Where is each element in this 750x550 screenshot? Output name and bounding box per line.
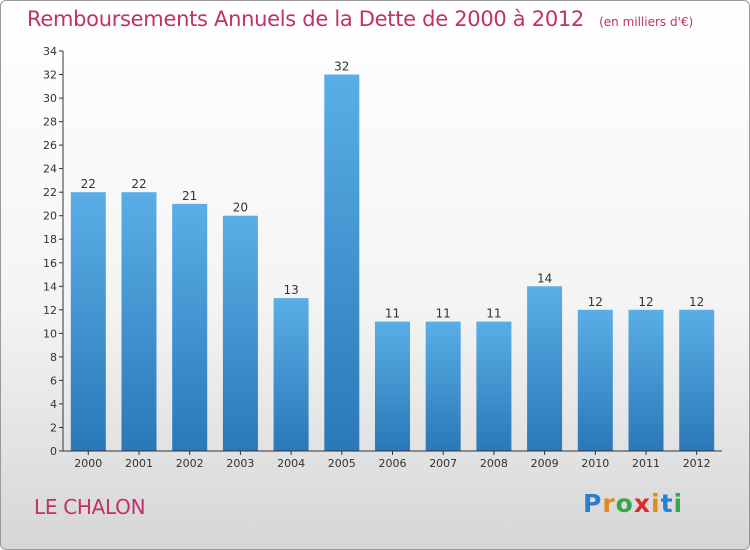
brand-letter: i	[651, 489, 661, 518]
y-tick-label-22: 22	[43, 186, 57, 199]
brand-letter: r	[602, 489, 616, 518]
bar-2010	[577, 309, 613, 451]
data-label-2000: 22	[81, 177, 96, 191]
y-tick-label-28: 28	[43, 116, 57, 129]
data-label-2009: 14	[537, 271, 552, 285]
bar-2003	[222, 215, 258, 451]
y-tick-label-26: 26	[43, 139, 57, 152]
x-tick-label-2004: 2004	[277, 457, 305, 470]
y-tick-label-4: 4	[50, 398, 57, 411]
data-label-2008: 11	[486, 307, 501, 321]
bar-2006	[375, 321, 410, 451]
y-tick-label-2: 2	[50, 422, 57, 435]
brand-letter: i	[673, 489, 684, 518]
brand-letter: P	[583, 489, 603, 518]
bar-2007	[425, 321, 461, 451]
data-label-2004: 13	[283, 283, 298, 297]
x-tick-label-2001: 2001	[125, 457, 153, 470]
chart-title-text: Remboursements Annuels de la Dette de 20…	[27, 7, 584, 31]
data-label-2003: 20	[233, 201, 248, 215]
city-name: LE CHALON	[34, 495, 146, 519]
data-label-2011: 12	[638, 295, 653, 309]
y-tick-label-18: 18	[43, 233, 57, 246]
y-tick-label-10: 10	[43, 327, 57, 340]
x-tick-label-2003: 2003	[226, 457, 254, 470]
data-label-2012: 12	[689, 295, 704, 309]
brand-letter: t	[660, 489, 674, 518]
y-tick-label-30: 30	[43, 92, 57, 105]
data-label-2001: 22	[131, 177, 146, 191]
axes-group: 2000 2001 2002 2003 2004 2005 2006 2007 2008 2009…	[43, 45, 722, 470]
x-tick-label-2005: 2005	[328, 457, 356, 470]
brand-letter: o	[615, 489, 634, 518]
y-tick-label-6: 6	[50, 374, 57, 387]
x-tick-label-2011: 2011	[632, 457, 660, 470]
data-label-2007: 11	[436, 307, 451, 321]
y-tick-label-14: 14	[43, 280, 57, 293]
y-tick-label-16: 16	[43, 257, 57, 270]
bar-2001	[121, 192, 157, 451]
data-label-2006: 11	[385, 307, 400, 321]
y-tick-label-12: 12	[43, 304, 57, 317]
bar-2008	[476, 321, 512, 451]
bar-2011	[628, 309, 664, 451]
data-label-2002: 21	[182, 189, 197, 203]
y-tick-label-0: 0	[50, 445, 57, 458]
y-tick-label-32: 32	[43, 69, 57, 82]
bars-group: 22 22 21 20 13 32 11 11 11 14 12 12 12	[70, 60, 715, 451]
bar-2012	[679, 309, 715, 451]
x-tick-label-2009: 2009	[531, 457, 559, 470]
brand-logo: Proxiti	[583, 489, 683, 518]
bar-2004	[273, 298, 309, 451]
data-label-2010: 12	[588, 295, 603, 309]
bar-2000	[70, 192, 106, 451]
x-tick-label-2012: 2012	[683, 457, 711, 470]
x-tick-label-2010: 2010	[581, 457, 609, 470]
y-tick-label-20: 20	[43, 210, 57, 223]
y-tick-label-24: 24	[43, 163, 57, 176]
brand-letter: x	[633, 489, 651, 518]
x-tick-label-2006: 2006	[379, 457, 407, 470]
bar-2005	[324, 74, 360, 451]
x-tick-label-2007: 2007	[429, 457, 457, 470]
x-tick-label-2002: 2002	[176, 457, 204, 470]
bar-2002	[172, 203, 208, 451]
x-tick-label-2000: 2000	[74, 457, 102, 470]
bar-2009	[527, 286, 563, 451]
chart-title: Remboursements Annuels de la Dette de 20…	[27, 7, 693, 31]
chart-unit-text: (en milliers d'€)	[599, 15, 694, 29]
data-label-2005: 32	[334, 60, 349, 74]
x-tick-label-2008: 2008	[480, 457, 508, 470]
y-tick-label-8: 8	[50, 351, 57, 364]
y-tick-label-34: 34	[43, 45, 57, 58]
